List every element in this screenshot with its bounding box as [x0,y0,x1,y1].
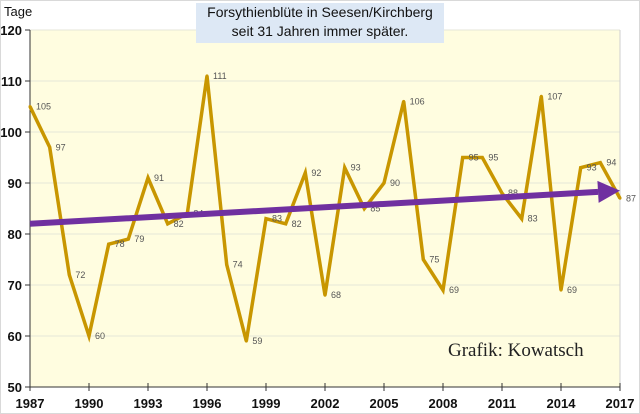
data-point [28,105,32,108]
data-point [48,145,52,149]
y-tick-label: 50 [8,380,22,395]
y-tick-label: 70 [8,278,22,293]
data-label: 88 [508,188,518,198]
data-point [264,217,268,221]
data-label: 90 [390,178,400,188]
data-label: 95 [469,153,479,163]
x-tick-label: 1996 [193,396,222,411]
credit-annotation: Grafik: Kowatsch [448,340,584,361]
x-tick-label: 1999 [252,396,281,411]
data-label: 82 [292,219,302,229]
x-tick-label: 2005 [370,396,399,411]
data-label: 69 [449,285,459,295]
data-label: 68 [331,290,341,300]
data-label: 105 [36,102,51,112]
data-label: 78 [115,239,125,249]
chart-title: Forsythienblüte in Seesen/Kirchberg [207,4,433,20]
data-label: 91 [154,173,164,183]
x-tick-label: 1993 [134,396,163,411]
data-label: 107 [547,91,562,101]
x-tick-label: 1987 [16,396,45,411]
data-point [598,161,602,165]
data-label: 59 [252,336,262,346]
y-tick-label: 60 [8,329,22,344]
data-label: 69 [567,285,577,295]
data-label: 92 [311,168,321,178]
data-label: 60 [95,331,105,341]
y-tick-label: 100 [0,125,22,140]
data-label: 93 [587,163,597,173]
data-label: 97 [56,142,66,152]
data-point [284,222,288,226]
data-point [539,94,543,98]
y-axis-label: Tage [4,4,33,19]
data-point [520,217,524,221]
data-point [166,222,170,226]
x-tick-label: 2008 [429,396,458,411]
data-point [382,181,386,185]
data-point [205,74,209,78]
y-tick-label: 90 [8,176,22,191]
x-tick-label: 1990 [75,396,104,411]
data-point [146,176,150,180]
data-label: 111 [213,71,227,81]
y-tick-label: 120 [0,23,22,38]
data-point [500,191,504,195]
data-point [244,339,248,343]
chart-title-box: Forsythienblüte in Seesen/Kirchberg seit… [196,3,444,43]
chart-subtitle: seit 31 Jahren immer später. [231,23,409,39]
data-point [441,288,445,292]
data-label: 75 [429,255,439,265]
data-point [559,288,563,292]
data-label: 87 [626,193,636,203]
data-label: 95 [488,153,498,163]
data-point [461,156,465,159]
data-label: 82 [174,219,184,229]
data-label: 83 [272,214,282,224]
x-tick-label: 2017 [606,396,635,411]
data-point [67,273,71,277]
data-label: 85 [370,204,380,214]
data-point [579,166,583,170]
data-label: 83 [528,214,538,224]
y-tick-label: 80 [8,227,22,242]
data-point [126,237,130,241]
data-point [107,242,111,246]
data-point [225,263,229,267]
data-point [343,166,347,170]
x-tick-label: 2011 [488,396,516,411]
data-point [480,156,484,159]
data-label: 106 [410,96,425,106]
data-label: 72 [75,270,85,280]
data-point [303,171,307,175]
x-tick-label: 2002 [311,396,340,411]
data-point [87,334,91,338]
trend-arrowhead [597,180,620,203]
data-point [402,99,406,103]
x-tick-label: 2014 [547,396,577,411]
y-tick-label: 110 [1,74,22,89]
data-point [323,293,327,297]
data-point [618,196,622,200]
data-label: 74 [233,260,243,270]
data-label: 93 [351,163,361,173]
data-label: 79 [134,234,144,244]
data-label: 94 [606,158,616,168]
trend-line [29,188,599,227]
data-point [421,258,425,261]
